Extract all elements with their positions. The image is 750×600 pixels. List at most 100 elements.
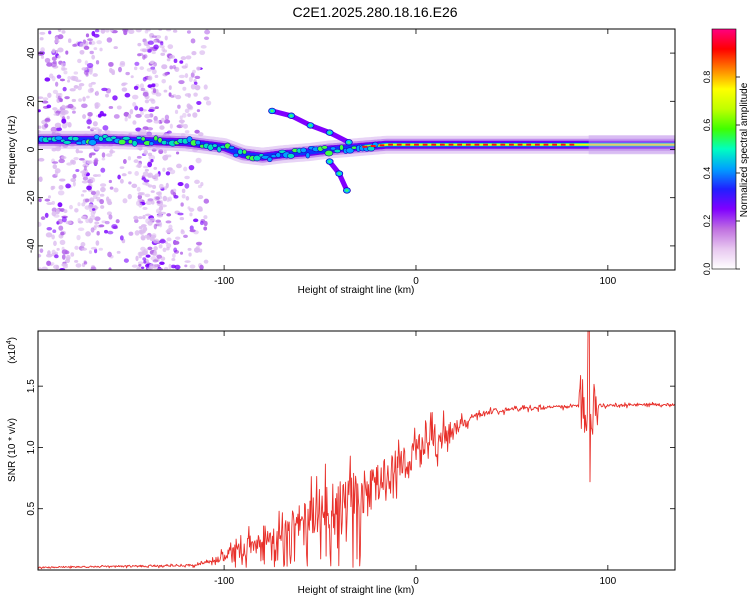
noise-speck xyxy=(118,66,122,73)
noise-speck xyxy=(41,100,49,104)
noise-speck xyxy=(99,198,105,205)
noise-speck xyxy=(146,118,153,123)
noise-speck xyxy=(101,152,106,158)
noise-speck xyxy=(87,111,93,117)
noise-speck xyxy=(84,60,88,66)
noise-speck xyxy=(72,181,76,187)
ridge-hotspots xyxy=(362,143,575,148)
snr-panel: -100 0 100 0.5 1.0 1.5 Height of straight lin… xyxy=(6,330,676,596)
noise-speck xyxy=(173,195,179,199)
noise-speck xyxy=(178,74,186,79)
noise-speck xyxy=(91,208,96,211)
noise-speck xyxy=(87,88,94,94)
noise-speck xyxy=(180,228,184,233)
noise-speck xyxy=(79,49,85,55)
noise-speck xyxy=(73,85,79,89)
noise-speck xyxy=(67,76,72,80)
noise-speck xyxy=(109,150,116,154)
noise-speck xyxy=(147,84,153,88)
noise-speck xyxy=(203,220,208,227)
noise-speck xyxy=(66,162,73,166)
noise-speck xyxy=(65,220,72,225)
spectrogram-ytick-label: 20 xyxy=(26,95,37,107)
noise-speck xyxy=(137,261,144,265)
noise-speck xyxy=(153,238,160,244)
spectrogram-ytick-label: -20 xyxy=(26,190,37,205)
noise-speck xyxy=(163,266,169,270)
colorbar-tick-label: 0.0 xyxy=(702,263,712,276)
noise-speck xyxy=(50,185,54,191)
noise-speck xyxy=(140,192,145,196)
noise-speck xyxy=(173,247,178,253)
noise-speck xyxy=(99,47,103,52)
noise-speck xyxy=(180,251,184,255)
noise-speck xyxy=(99,183,107,187)
noise-speck xyxy=(164,114,170,121)
noise-speck xyxy=(138,255,142,259)
noise-speck xyxy=(44,212,49,218)
noise-speck xyxy=(147,48,152,53)
upper-branch-blob-core xyxy=(328,131,332,134)
noise-speck xyxy=(122,29,129,33)
upper-branch-blob-core xyxy=(308,124,312,127)
noise-speck xyxy=(203,215,208,220)
noise-speck xyxy=(172,65,176,69)
noise-speck xyxy=(152,263,158,270)
noise-speck xyxy=(55,265,59,270)
noise-speck xyxy=(59,239,66,246)
noise-speck xyxy=(171,257,176,261)
noise-speck xyxy=(132,120,137,125)
noise-speck xyxy=(38,51,44,56)
noise-speck xyxy=(137,162,142,169)
noise-speck xyxy=(51,211,57,217)
noise-speck xyxy=(148,98,155,102)
noise-speck xyxy=(152,88,157,94)
noise-speck xyxy=(89,152,96,156)
noise-speck xyxy=(38,125,42,129)
noise-speck xyxy=(85,218,90,224)
noise-speck xyxy=(139,230,145,235)
noise-speck xyxy=(193,92,198,97)
noise-speck xyxy=(153,166,158,170)
noise-speck xyxy=(165,171,171,176)
noise-speck xyxy=(40,54,45,59)
noise-speck xyxy=(189,212,193,217)
noise-speck xyxy=(92,174,99,177)
noise-speck xyxy=(146,44,151,50)
noise-speck xyxy=(51,56,57,61)
noise-speck xyxy=(77,217,81,223)
ridge-blob xyxy=(286,153,295,159)
lower-branch xyxy=(325,158,351,194)
noise-speck xyxy=(137,42,142,47)
noise-speck xyxy=(194,179,200,185)
noise-speck xyxy=(86,119,92,125)
noise-speck xyxy=(41,266,48,270)
snr-ytick-label: 1.0 xyxy=(26,440,37,454)
noise-speck xyxy=(158,183,164,189)
noise-speck xyxy=(100,167,106,173)
noise-speck xyxy=(184,108,190,114)
noise-speck xyxy=(151,35,158,39)
ridge-blob xyxy=(233,152,239,158)
noise-speck xyxy=(145,29,151,32)
noise-speck xyxy=(78,157,85,161)
noise-speck xyxy=(106,211,112,216)
noise-speck xyxy=(66,115,70,120)
noise-speck xyxy=(94,221,100,225)
noise-speck xyxy=(203,96,210,101)
noise-speck xyxy=(179,60,184,64)
noise-speck xyxy=(194,84,201,91)
noise-speck xyxy=(140,111,144,116)
noise-speck xyxy=(72,173,77,179)
noise-speck xyxy=(58,225,64,231)
noise-speck xyxy=(83,45,90,50)
noise-speck xyxy=(119,235,124,241)
noise-speck xyxy=(167,154,172,158)
noise-speck xyxy=(159,239,166,244)
noise-speck xyxy=(163,186,168,190)
noise-speck xyxy=(105,29,110,33)
noise-speck xyxy=(142,257,147,261)
noise-speck xyxy=(55,208,60,214)
noise-speck xyxy=(180,56,187,61)
noise-speck xyxy=(142,171,149,177)
